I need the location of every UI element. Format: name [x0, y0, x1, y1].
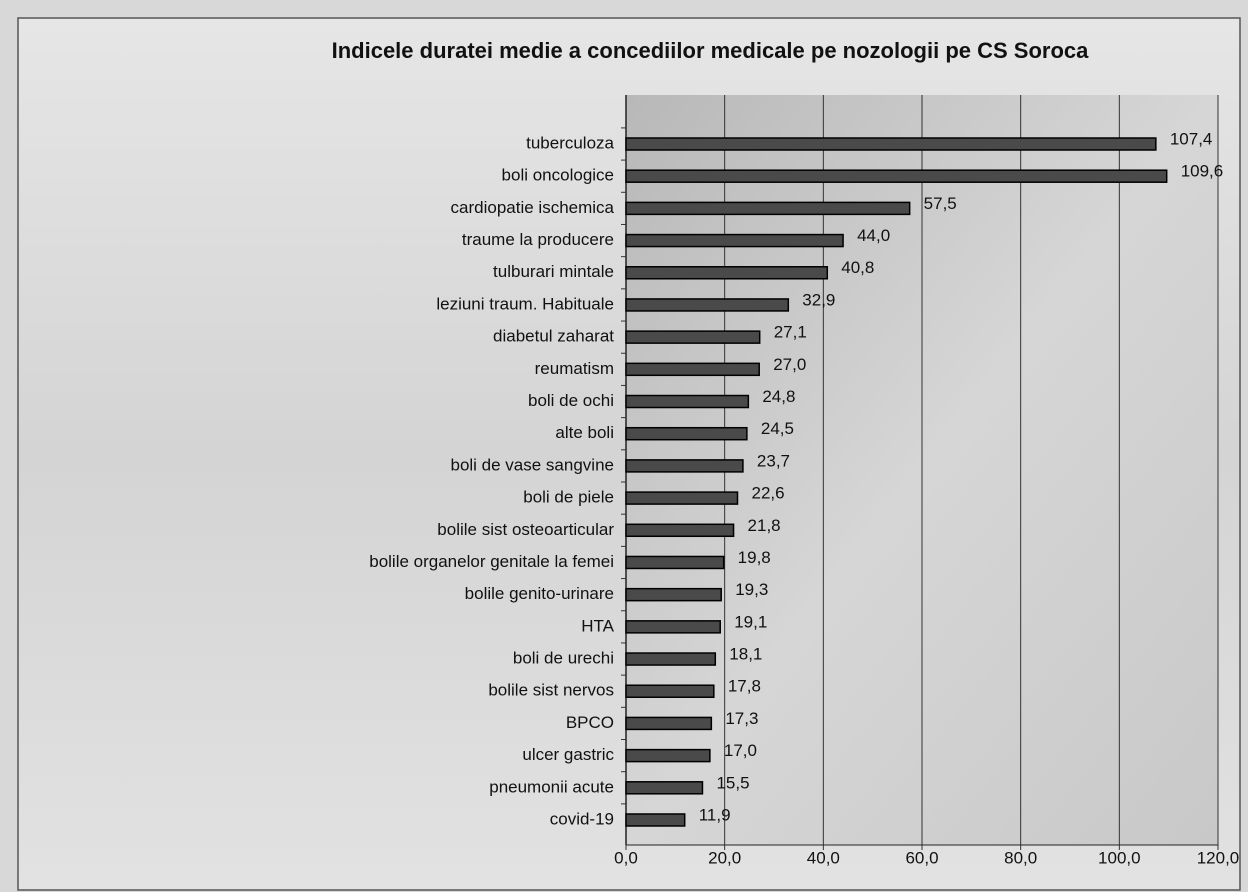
x-tick-label: 0,0	[614, 848, 638, 867]
bar	[625, 684, 715, 698]
x-tick-label: 20,0	[708, 848, 741, 867]
bar	[625, 169, 1168, 183]
data-label: 15,5	[716, 773, 749, 792]
bar	[625, 491, 739, 505]
bar	[625, 555, 725, 570]
bar	[625, 266, 829, 280]
y-tick-label: HTA	[581, 616, 614, 635]
bar	[625, 362, 760, 377]
data-label: 32,9	[802, 290, 835, 309]
data-label: 18,1	[729, 645, 762, 664]
y-tick-label: boli oncologice	[502, 166, 614, 185]
data-label: 22,6	[751, 484, 784, 503]
chart-title: Indicele duratei medie a concediilor med…	[332, 38, 1090, 63]
bar	[625, 426, 748, 441]
bar	[625, 201, 911, 216]
data-label: 19,1	[734, 612, 767, 631]
data-label: 27,0	[773, 355, 806, 374]
x-tick-label: 40,0	[807, 848, 840, 867]
data-label: 24,5	[761, 419, 794, 438]
y-tick-label: bolile organelor genitale la femei	[369, 552, 614, 571]
data-label: 19,8	[738, 548, 771, 567]
data-label: 107,4	[1170, 129, 1213, 148]
data-label: 17,0	[724, 741, 757, 760]
x-tick-label: 60,0	[905, 848, 938, 867]
data-label: 27,1	[774, 323, 807, 342]
y-tick-label: boli de urechi	[513, 649, 614, 668]
y-tick-label: bolile sist osteoarticular	[437, 520, 614, 539]
y-tick-label: boli de ochi	[528, 391, 614, 410]
bar	[625, 330, 761, 344]
data-label: 19,3	[735, 580, 768, 599]
data-label: 11,9	[699, 805, 731, 824]
data-label: 40,8	[841, 258, 874, 277]
y-tick-label: alte boli	[555, 423, 614, 442]
y-tick-label: reumatism	[535, 359, 614, 378]
data-label: 17,8	[728, 677, 761, 696]
y-tick-label: tulburari mintale	[493, 262, 614, 281]
y-tick-label: bolile genito-urinare	[465, 584, 614, 603]
x-tick-label: 80,0	[1004, 848, 1037, 867]
y-tick-label: traume la producere	[462, 230, 614, 249]
bar	[625, 781, 704, 795]
data-label: 57,5	[924, 194, 957, 213]
bar	[625, 587, 722, 602]
bar	[625, 137, 1157, 151]
bar	[625, 394, 750, 409]
y-tick-label: boli de vase sangvine	[450, 455, 614, 474]
bar	[625, 298, 790, 312]
y-tick-label: bolile sist nervos	[488, 681, 614, 700]
bar	[625, 620, 721, 634]
data-label: 17,3	[725, 709, 758, 728]
bar	[625, 813, 686, 827]
y-tick-label: covid-19	[550, 809, 614, 828]
data-label: 24,8	[762, 387, 795, 406]
y-tick-label: cardiopatie ischemica	[451, 198, 615, 217]
data-label: 23,7	[757, 451, 790, 470]
y-tick-label: pneumonii acute	[489, 777, 614, 796]
y-tick-label: leziuni traum. Habituale	[436, 294, 614, 313]
x-tick-label: 100,0	[1098, 848, 1141, 867]
data-label: 21,8	[748, 516, 781, 535]
y-tick-label: diabetul zaharat	[493, 327, 614, 346]
bar	[625, 652, 717, 666]
bar	[625, 523, 735, 538]
y-tick-label: ulcer gastric	[522, 745, 614, 764]
bar	[625, 748, 711, 763]
y-tick-label: tuberculoza	[526, 133, 614, 152]
y-tick-label: BPCO	[566, 713, 614, 732]
bar	[625, 716, 713, 731]
y-tick-label: boli de piele	[523, 488, 614, 507]
x-tick-label: 120,0	[1197, 848, 1240, 867]
data-label: 44,0	[857, 226, 890, 245]
data-label: 109,6	[1181, 162, 1224, 181]
bar	[625, 459, 744, 473]
bar	[625, 233, 844, 248]
